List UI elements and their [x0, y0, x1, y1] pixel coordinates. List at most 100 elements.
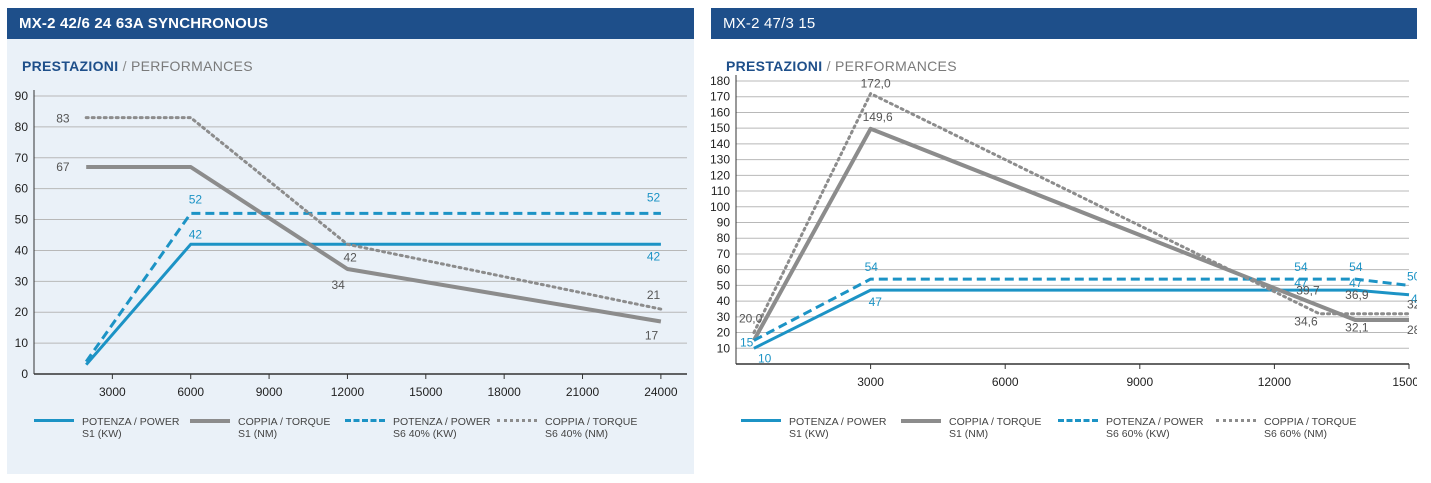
data-label: 54 — [865, 260, 879, 274]
x-tick-label: 3000 — [99, 385, 126, 399]
y-tick-label: 20 — [717, 326, 731, 340]
data-label: 47 — [1349, 276, 1363, 290]
y-tick-label: 20 — [15, 305, 29, 319]
data-label: 47 — [1294, 276, 1308, 290]
x-tick-label: 12000 — [331, 385, 365, 399]
y-tick-label: 70 — [717, 247, 731, 261]
legend-label: S1 (NM) — [949, 428, 989, 440]
legend-swatch-power-s6 — [1058, 419, 1098, 434]
legend-label: S1 (KW) — [789, 428, 829, 440]
y-tick-label: 50 — [717, 278, 731, 292]
chart-subtitle: PRESTAZIONI / PERFORMANCES — [726, 58, 957, 74]
x-tick-label: 3000 — [857, 375, 884, 389]
chart-panel-right: MX-2 47/3 15 PRESTAZIONI / PERFORMANCES … — [711, 8, 1417, 474]
legend-label: S6 40% (NM) — [545, 428, 609, 440]
subtitle-italian: PRESTAZIONI — [22, 58, 119, 74]
chart-subtitle: PRESTAZIONI / PERFORMANCES — [22, 58, 253, 74]
data-label: 50 — [1407, 269, 1417, 283]
series-line-solid-blue — [85, 242, 661, 366]
legend-swatch-torque-s1 — [190, 419, 230, 435]
data-label: 42 — [189, 227, 203, 241]
y-tick-label: 60 — [15, 182, 29, 196]
legend-swatch-torque-s1 — [901, 419, 941, 435]
series-line-dot-gray — [84, 116, 663, 311]
series-line-dot-gray — [752, 92, 1411, 335]
y-tick-label: 40 — [15, 243, 29, 257]
data-label: 44 — [1411, 292, 1417, 306]
y-tick-label: 80 — [717, 231, 731, 245]
data-label: 42 — [647, 249, 661, 263]
legend-label: S6 40% (KW) — [393, 428, 457, 440]
legend-item: COPPIA / TORQUE S6 40% (NM) — [497, 416, 637, 440]
data-label: 149,6 — [863, 110, 893, 124]
data-label: 54 — [1294, 260, 1308, 274]
data-label: 21 — [647, 288, 661, 302]
legend-label: S1 (KW) — [82, 428, 122, 440]
data-label: 32,1 — [1345, 321, 1369, 335]
legend-label: COPPIA / TORQUE — [949, 416, 1042, 428]
y-tick-label: 30 — [717, 310, 731, 324]
data-label: 83 — [56, 112, 70, 126]
chart-legend: POTENZA / POWER S1 (KW) COPPIA / TORQUE S1… — [7, 416, 694, 456]
data-label: 52 — [189, 192, 203, 206]
x-tick-label: 9000 — [256, 385, 283, 399]
data-label: 172,0 — [861, 77, 891, 91]
data-label: 39,7 — [1296, 284, 1320, 298]
data-label: 36,9 — [1345, 288, 1369, 302]
y-tick-label: 90 — [717, 216, 731, 230]
performance-chart-right: 1020304050607080901001101201301401501601… — [711, 74, 1417, 389]
legend-swatch-power-s1 — [741, 419, 781, 434]
y-tick-label: 110 — [711, 184, 730, 198]
legend-label: COPPIA / TORQUE — [545, 416, 638, 428]
y-tick-label: 10 — [717, 341, 731, 355]
y-tick-label: 40 — [717, 294, 731, 308]
legend-item: COPPIA / TORQUE S1 (NM) — [190, 416, 330, 440]
series-line-solid-blue — [753, 288, 1410, 350]
x-tick-label: 9000 — [1126, 375, 1153, 389]
legend-swatch-torque-s6 — [1216, 419, 1256, 434]
data-label: 20,0 — [739, 312, 763, 326]
data-label: 34 — [331, 278, 345, 292]
x-tick-label: 15000 — [409, 385, 443, 399]
subtitle-separator: / — [122, 58, 127, 74]
subtitle-english: PERFORMANCES — [835, 58, 957, 74]
x-tick-label: 12000 — [1258, 375, 1292, 389]
legend-label: S6 60% (KW) — [1106, 428, 1170, 440]
x-tick-label: 6000 — [992, 375, 1019, 389]
subtitle-separator: / — [826, 58, 831, 74]
legend-item: COPPIA / TORQUE S6 60% (NM) — [1216, 416, 1356, 440]
y-tick-label: 140 — [711, 137, 730, 151]
x-tick-label: 21000 — [566, 385, 600, 399]
chart-panel-left: MX-2 42/6 24 63A SYNCHRONOUS PRESTAZIONI… — [7, 8, 694, 474]
legend-item: POTENZA / POWER S6 60% (KW) — [1058, 416, 1203, 440]
data-label: 10 — [758, 351, 772, 365]
data-label: 42 — [343, 250, 357, 264]
performance-chart-left: 0 10 20 30 40 50 60 70 80 90 3000 6000 9000 12000 1500… — [15, 89, 687, 399]
y-tick-label: 120 — [711, 168, 730, 182]
legend-label: POTENZA / POWER — [82, 416, 180, 428]
y-tick-label: 130 — [711, 153, 730, 167]
y-tick-label: 100 — [711, 200, 730, 214]
legend-label: COPPIA / TORQUE — [238, 416, 331, 428]
y-tick-label: 90 — [15, 89, 29, 103]
y-tick-label: 60 — [717, 263, 731, 277]
subtitle-english: PERFORMANCES — [131, 58, 253, 74]
series-line-solid-gray — [86, 165, 662, 324]
y-tick-label: 50 — [15, 213, 29, 227]
legend-item: POTENZA / POWER S1 (KW) — [34, 416, 179, 440]
data-label: 15 — [740, 335, 754, 349]
data-label: 67 — [56, 160, 70, 174]
legend-label: POTENZA / POWER — [393, 416, 491, 428]
legend-label: COPPIA / TORQUE — [1264, 416, 1357, 428]
chart-legend: POTENZA / POWER S1 (KW) COPPIA / TORQUE S1… — [711, 416, 1417, 456]
data-label: 52 — [647, 190, 661, 204]
data-label: 54 — [1349, 260, 1363, 274]
y-tick-label: 180 — [711, 74, 730, 88]
y-tick-label: 80 — [15, 120, 29, 134]
legend-label: S1 (NM) — [238, 428, 278, 440]
x-tick-label: 15000 — [1392, 375, 1417, 389]
data-label: 34,6 — [1294, 315, 1318, 329]
x-tick-label: 24000 — [644, 385, 678, 399]
y-tick-label: 0 — [21, 367, 28, 381]
y-tick-label: 70 — [15, 151, 29, 165]
